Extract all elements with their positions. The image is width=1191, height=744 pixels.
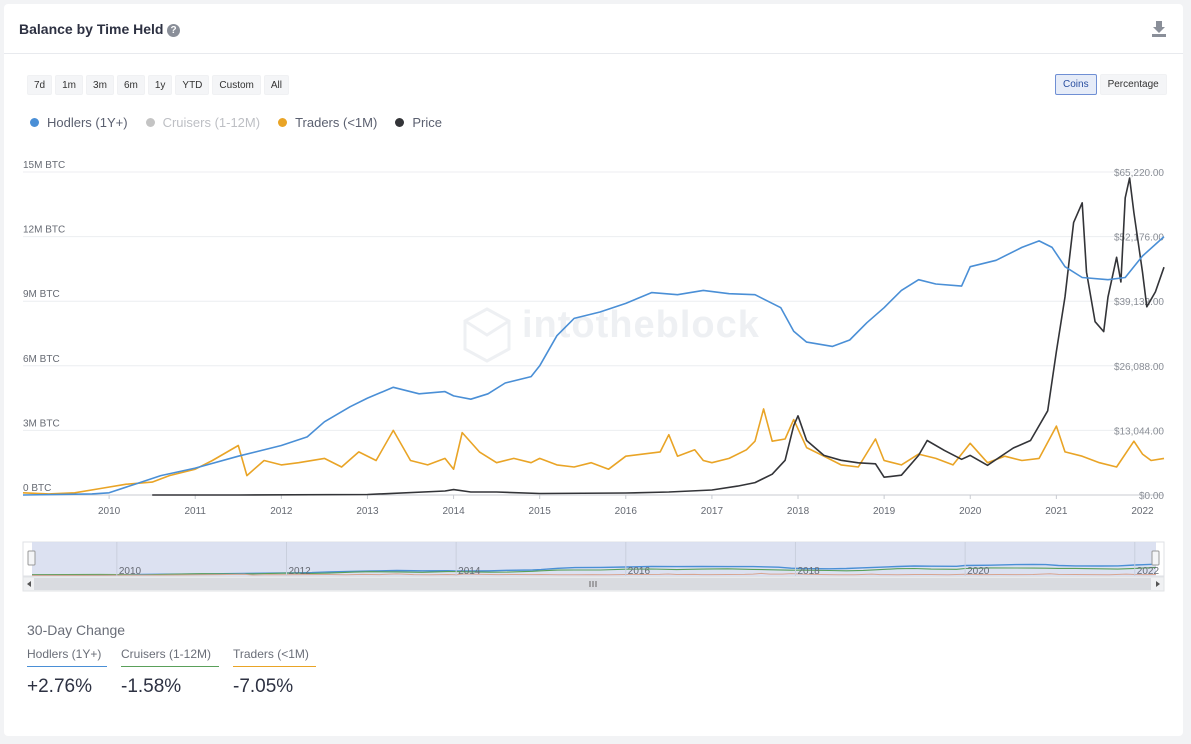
range-button-1m[interactable]: 1m	[55, 75, 84, 95]
change-item: Hodlers (1Y+) +2.76%	[27, 647, 107, 698]
x-tick: 2020	[959, 506, 982, 517]
x-tick: 2014	[442, 506, 465, 517]
legend-item-2[interactable]: Traders (<1M)	[278, 115, 377, 130]
y-right-tick: $39,132.00	[1114, 297, 1164, 308]
navigator-traders-line	[32, 572, 1157, 576]
legend-item-1[interactable]: Cruisers (1-12M)	[145, 115, 261, 130]
change-label: Traders (<1M)	[233, 647, 316, 667]
y-right-tick: $0.00	[1139, 491, 1164, 502]
scroll-right-icon	[1156, 581, 1160, 587]
y-right-tick: $26,088.00	[1114, 362, 1164, 373]
mode-button-coins[interactable]: Coins	[1055, 74, 1097, 95]
series-line-0	[22, 236, 1165, 496]
y-left-tick: 6M BTC	[23, 354, 60, 365]
watermark-logo-icon	[463, 307, 511, 363]
range-button-6m[interactable]: 6m	[116, 75, 145, 95]
chart-legend: Hodlers (1Y+) Cruisers (1-12M) Traders (<1…	[30, 115, 442, 130]
y-right-tick: $52,176.00	[1114, 233, 1164, 244]
change-label: Hodlers (1Y+)	[27, 647, 107, 667]
range-button-custom[interactable]: Custom	[212, 75, 261, 95]
legend-dot-icon	[278, 118, 288, 127]
range-button-all[interactable]: All	[263, 75, 289, 95]
navigator-tick: 2022	[1137, 566, 1160, 577]
navigator-tick: 2012	[288, 566, 311, 577]
chart-card: Balance by Time Held ? 7d 1m 3m 6m 1y YTD Cust…	[4, 4, 1183, 736]
x-tick: 2022	[1131, 506, 1154, 517]
navigator-tick: 2010	[119, 566, 142, 577]
y-right-tick: $65,220.00	[1114, 168, 1164, 179]
y-left-tick: 12M BTC	[23, 225, 65, 236]
legend-item-3[interactable]: Price	[395, 115, 442, 130]
time-range-selector: 7d 1m 3m 6m 1y YTD Custom All	[27, 75, 289, 95]
help-icon[interactable]: ?	[167, 24, 180, 37]
x-tick: 2016	[615, 506, 638, 517]
card-header: Balance by Time Held ?	[4, 4, 1183, 54]
x-tick: 2011	[184, 506, 206, 517]
y-right-tick: $13,044.00	[1114, 426, 1164, 437]
range-button-1y[interactable]: 1y	[147, 75, 173, 95]
navigator-handle-right[interactable]	[1151, 550, 1160, 566]
navigator-cruisers-line	[31, 566, 1157, 576]
series-line-2	[152, 177, 1165, 496]
navigator-tick: 2016	[628, 566, 651, 577]
change-item: Cruisers (1-12M) -1.58%	[121, 647, 219, 698]
change-label: Cruisers (1-12M)	[121, 647, 219, 667]
x-tick: 2015	[529, 506, 552, 517]
navigator-hodlers-line	[32, 563, 1157, 576]
balance-chart: 0 BTC 3M BTC 6M BTC 9M BTC 12M BTC 15M BTC $0.…	[22, 160, 1165, 592]
thirty-day-title: 30-Day Change	[27, 622, 126, 638]
y-left-tick: 0 BTC	[23, 483, 51, 494]
legend-dot-icon	[395, 118, 405, 127]
mode-button-percentage[interactable]: Percentage	[1099, 74, 1167, 95]
mode-selector: Coins Percentage	[1055, 74, 1167, 95]
thirty-day-changes: Hodlers (1Y+) +2.76% Cruisers (1-12M) -1.58…	[27, 647, 316, 698]
y-left-tick: 15M BTC	[23, 160, 65, 171]
range-button-ytd[interactable]: YTD	[175, 75, 210, 95]
series-line-1	[22, 408, 1165, 495]
x-tick: 2017	[701, 506, 724, 517]
legend-label: Hodlers (1Y+)	[47, 115, 128, 130]
change-value: +2.76%	[27, 676, 92, 697]
legend-label: Cruisers (1-12M)	[162, 115, 261, 130]
scroll-left-icon	[27, 581, 31, 587]
legend-label: Price	[412, 115, 442, 130]
x-tick: 2019	[873, 506, 896, 517]
legend-dot-icon	[145, 118, 155, 127]
legend-label: Traders (<1M)	[295, 115, 378, 130]
x-tick: 2018	[787, 506, 810, 517]
download-icon[interactable]	[1151, 20, 1167, 38]
change-value: -7.05%	[233, 676, 294, 697]
range-button-7d[interactable]: 7d	[27, 75, 53, 95]
x-tick: 2010	[98, 506, 121, 517]
range-button-3m[interactable]: 3m	[86, 75, 114, 95]
watermark: intotheblock	[522, 304, 760, 346]
x-tick: 2021	[1045, 506, 1068, 517]
page-title: Balance by Time Held	[19, 21, 164, 37]
x-tick: 2012	[270, 506, 293, 517]
change-value: -1.58%	[121, 676, 182, 697]
navigator-tick: 2020	[967, 566, 990, 577]
y-left-tick: 9M BTC	[23, 289, 60, 300]
y-left-tick: 3M BTC	[23, 418, 60, 429]
legend-item-0[interactable]: Hodlers (1Y+)	[30, 115, 128, 130]
navigator-handle-left[interactable]	[27, 550, 36, 566]
change-item: Traders (<1M) -7.05%	[233, 647, 316, 698]
legend-dot-icon	[30, 118, 39, 127]
navigator-tick: 2018	[797, 566, 820, 577]
navigator-tick: 2014	[458, 566, 481, 577]
x-tick: 2013	[356, 506, 379, 517]
